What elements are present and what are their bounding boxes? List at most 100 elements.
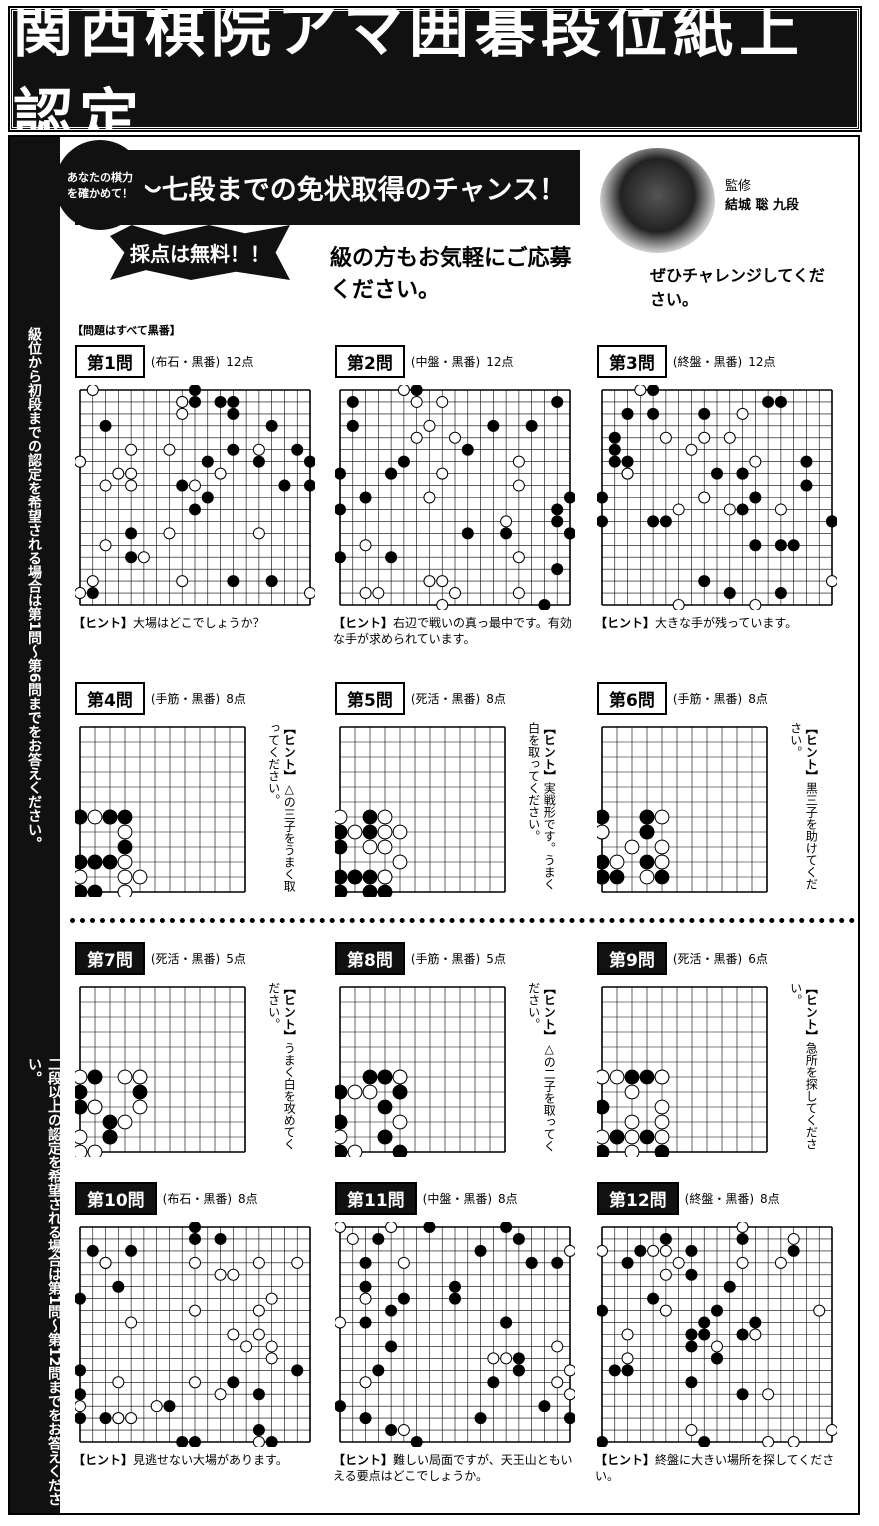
stone	[346, 395, 359, 408]
go-board	[75, 1222, 311, 1447]
stone	[347, 1144, 363, 1157]
stone	[597, 1144, 610, 1157]
stone	[117, 839, 133, 855]
stone	[423, 1222, 436, 1233]
problem-category: (手筋・黒番)	[672, 692, 743, 706]
stone	[685, 443, 698, 456]
hint: 【ヒント】大きな手が残っています。	[595, 616, 845, 632]
stone	[639, 1069, 655, 1085]
challenge: ぜひチャレンジしてください。	[650, 266, 825, 309]
sidebar-upper: 級位から初段までの認定を希望される場合は第1問～第6問までをお答えください。	[26, 327, 42, 851]
stone	[99, 479, 112, 492]
stone	[75, 1388, 86, 1401]
stone	[749, 491, 762, 504]
stone	[335, 1144, 348, 1157]
stone	[654, 1129, 670, 1145]
stone	[117, 1114, 133, 1130]
stone	[774, 503, 787, 516]
hint-label: 【ヒント】	[333, 1453, 394, 1467]
stone	[512, 479, 525, 492]
stone	[436, 599, 449, 610]
stone	[377, 824, 393, 840]
stone	[774, 539, 787, 552]
stone	[359, 539, 372, 552]
stone	[685, 1268, 698, 1281]
hint-text: 難しい局面ですが、天王山ともいえる要点はどこでしょうか。	[333, 1453, 573, 1483]
go-board	[75, 986, 246, 1157]
stone	[826, 1424, 837, 1437]
stone	[538, 1400, 551, 1413]
stone	[347, 1084, 363, 1100]
stone	[525, 419, 538, 432]
stone	[564, 491, 575, 504]
hint: 【ヒント】実戦形です。うまく白を取ってください。	[525, 722, 557, 897]
problem-points: 5点	[226, 952, 246, 966]
stone	[362, 839, 378, 855]
stone	[359, 1316, 372, 1329]
stone	[609, 1069, 625, 1085]
problem-header: 第10問 (布石・黒番) 8点	[75, 1182, 258, 1215]
stone	[102, 854, 118, 870]
stone	[214, 395, 227, 408]
hint: 【ヒント】△の二子を取ってください。	[525, 982, 557, 1157]
stone	[75, 1084, 88, 1100]
stone	[608, 455, 621, 468]
stone	[372, 587, 385, 600]
stone	[597, 1304, 608, 1317]
stone	[176, 395, 189, 408]
invite: 級の方もお気軽にご応募ください。	[330, 246, 572, 303]
sidebar-lower: 二段以上の認定を希望される場合は第1問～第12問までをお答えください。	[26, 1057, 62, 1507]
stone	[624, 1144, 640, 1157]
problem-label: 第9問	[597, 942, 667, 975]
stone	[647, 1292, 660, 1305]
stone	[608, 443, 621, 456]
stone	[362, 824, 378, 840]
stone	[347, 824, 363, 840]
stone	[659, 1304, 672, 1317]
stone	[125, 1412, 138, 1425]
stone	[125, 1316, 138, 1329]
stone	[189, 1436, 201, 1447]
stone	[685, 1424, 698, 1437]
stone	[474, 1244, 487, 1257]
problem-label: 第3問	[597, 345, 667, 378]
stone	[112, 1412, 125, 1425]
hint-label: 【ヒント】	[804, 982, 819, 1042]
hint-label: 【ヒント】	[73, 616, 134, 630]
stone	[621, 1256, 634, 1269]
stone	[621, 467, 634, 480]
stone	[362, 809, 378, 825]
stone	[304, 587, 315, 600]
go-board	[597, 385, 837, 610]
stone	[461, 527, 474, 540]
stone	[150, 1400, 163, 1413]
stone	[214, 1232, 227, 1245]
stone	[392, 1069, 408, 1085]
stone	[672, 1256, 685, 1269]
stone	[117, 824, 133, 840]
stone	[335, 1316, 346, 1329]
frame	[8, 135, 860, 1515]
stone	[659, 1232, 672, 1245]
stone	[359, 1376, 372, 1389]
stone	[397, 1256, 410, 1269]
stone	[826, 575, 837, 588]
stone	[335, 1084, 348, 1100]
stone	[597, 1436, 608, 1447]
stone	[397, 455, 410, 468]
stone	[654, 869, 670, 885]
hint: 【ヒント】うまく白を攻めてください。	[265, 982, 297, 1157]
stone	[75, 587, 86, 600]
stone	[335, 1129, 348, 1145]
stone	[132, 1069, 148, 1085]
stone	[189, 479, 201, 492]
problem-category: (手筋・黒番)	[150, 692, 221, 706]
stone	[176, 479, 189, 492]
stone	[189, 1232, 201, 1245]
stone	[117, 854, 133, 870]
stone	[335, 1114, 348, 1130]
stone	[87, 1144, 103, 1157]
problem-header: 第8問 (手筋・黒番) 5点	[335, 942, 506, 975]
problem-header: 第11問 (中盤・黒番) 8点	[335, 1182, 518, 1215]
